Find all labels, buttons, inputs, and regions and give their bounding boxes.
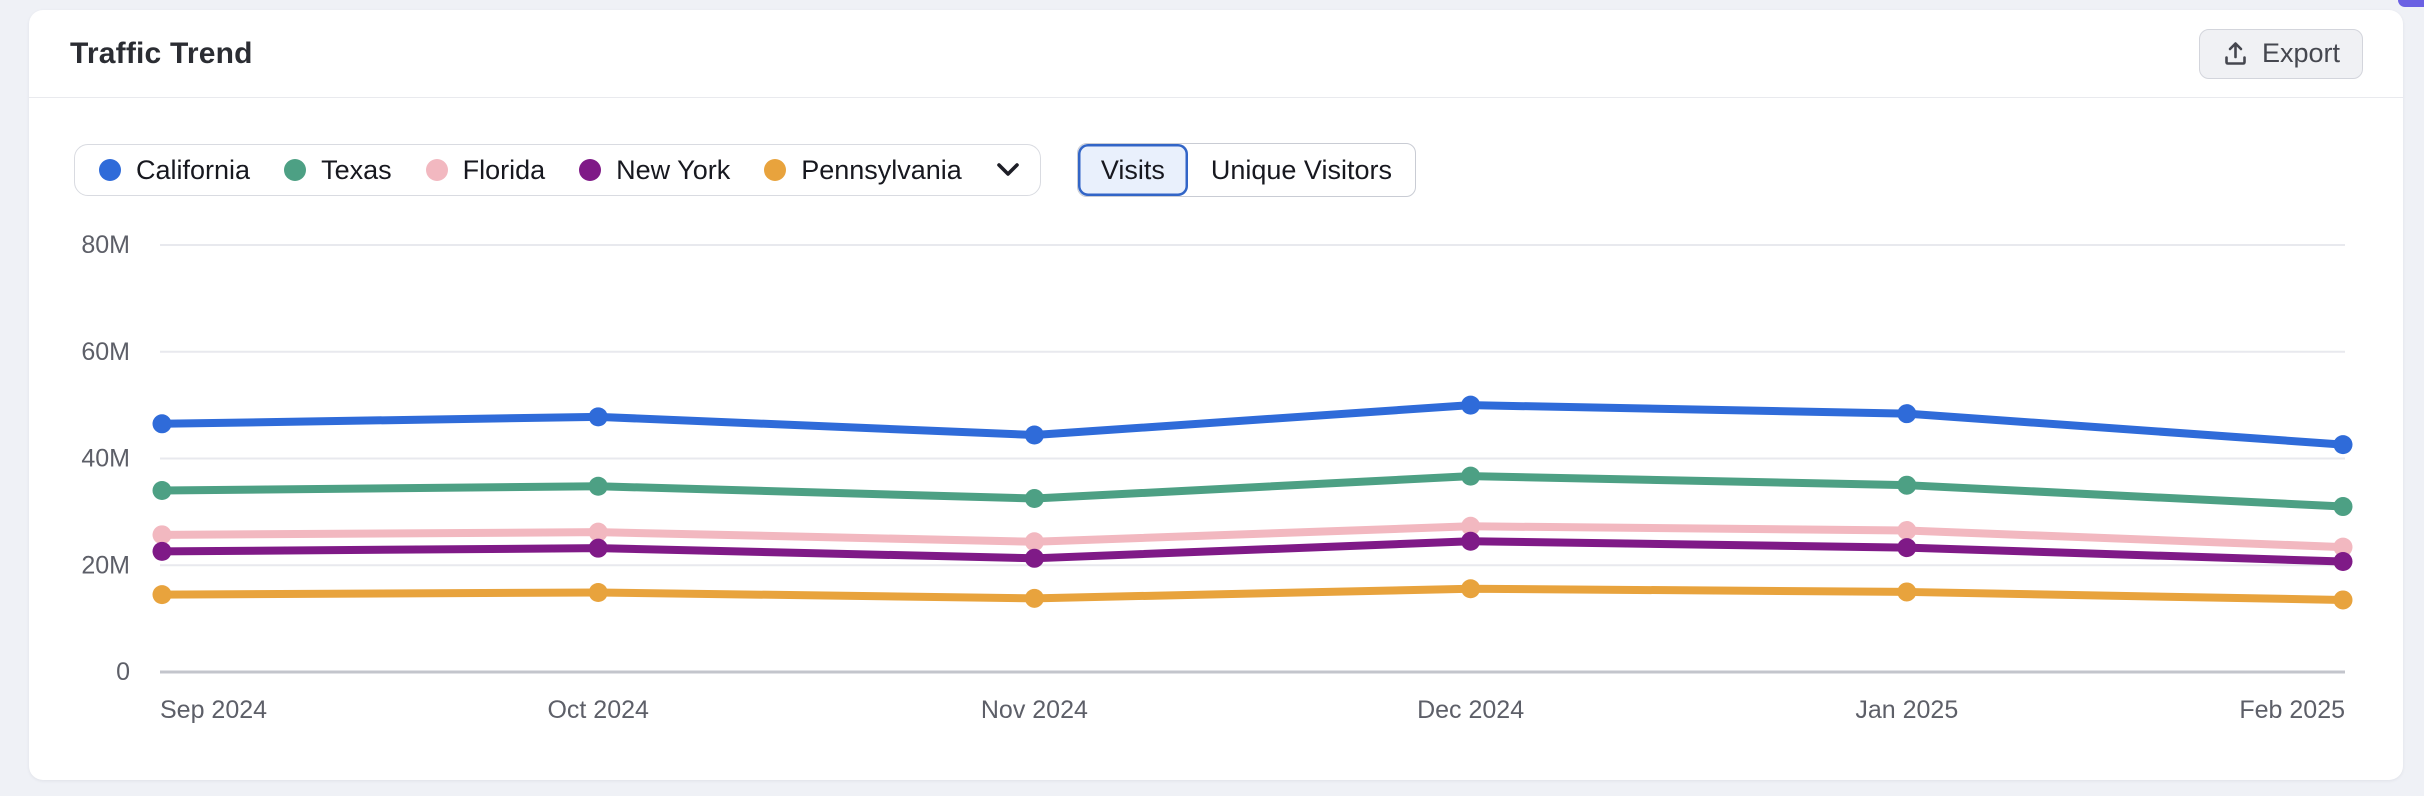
legend-item-pennsylvania[interactable]: Pennsylvania xyxy=(764,155,962,186)
y-tick-label: 80M xyxy=(81,231,130,259)
x-tick-label: Oct 2024 xyxy=(547,696,649,724)
point-texas-feb-2025[interactable] xyxy=(2333,497,2353,517)
series-color-dot xyxy=(99,159,121,181)
legend-item-label: Texas xyxy=(321,154,392,185)
legend-item-label: New York xyxy=(616,154,731,185)
point-new-york-sep-2024[interactable] xyxy=(152,541,172,561)
point-florida-nov-2024[interactable] xyxy=(1024,532,1044,552)
legend-item-texas[interactable]: Texas xyxy=(284,155,392,186)
point-texas-oct-2024[interactable] xyxy=(588,476,608,496)
page-title: Traffic Trend xyxy=(70,36,253,70)
upload-icon xyxy=(2222,40,2249,67)
point-florida-dec-2024[interactable] xyxy=(1461,516,1481,536)
point-new-york-nov-2024[interactable] xyxy=(1024,548,1044,568)
series-texas xyxy=(152,466,2353,517)
point-new-york-oct-2024[interactable] xyxy=(588,538,608,558)
toggle-visits[interactable]: Visits xyxy=(1077,144,1188,196)
series-line-pennsylvania xyxy=(158,584,2347,604)
point-florida-jan-2025[interactable] xyxy=(1897,521,1917,541)
legend-item-label: Pennsylvania xyxy=(801,154,962,185)
series-line-florida xyxy=(158,522,2347,552)
point-pennsylvania-nov-2024[interactable] xyxy=(1024,588,1044,608)
x-tick-label: Feb 2025 xyxy=(2239,696,2345,724)
y-tick-label: 20M xyxy=(81,551,130,579)
point-pennsylvania-feb-2025[interactable] xyxy=(2333,590,2353,610)
legend-item-label: California xyxy=(136,154,251,185)
point-texas-jan-2025[interactable] xyxy=(1897,475,1917,495)
toggle-unique-visitors[interactable]: Unique Visitors xyxy=(1210,154,1392,185)
point-new-york-feb-2025[interactable] xyxy=(2333,552,2353,572)
metric-toggle: Visits Unique Visitors xyxy=(1076,143,1416,197)
series-pennsylvania xyxy=(152,579,2353,610)
point-pennsylvania-jan-2025[interactable] xyxy=(1897,582,1917,602)
traffic-trend-chart[interactable]: 80M 60M 40M 20M 0 Sep 2024 Oct 2024 Nov 2024 Dec… xyxy=(29,210,2403,770)
series-line-new-york xyxy=(158,537,2347,566)
point-florida-sep-2024[interactable] xyxy=(152,525,172,545)
y-tick-label: 40M xyxy=(81,445,130,473)
chart-area: 80M 60M 40M 20M 0 Sep 2024 Oct 2024 Nov 2024 Dec… xyxy=(29,210,2403,770)
series-new-york xyxy=(152,531,2353,572)
series-color-dot xyxy=(579,159,602,181)
point-california-sep-2024[interactable] xyxy=(152,414,172,434)
point-texas-sep-2024[interactable] xyxy=(152,481,172,501)
y-tick-label: 60M xyxy=(81,338,130,366)
point-texas-dec-2024[interactable] xyxy=(1461,466,1481,486)
chevron-down-icon[interactable] xyxy=(996,162,1020,178)
point-california-jan-2025[interactable] xyxy=(1897,404,1917,424)
legend-item-california[interactable]: California xyxy=(99,155,250,186)
series-california xyxy=(152,395,2353,455)
card-header: Traffic Trend Export xyxy=(29,10,2403,98)
point-california-dec-2024[interactable] xyxy=(1461,395,1481,415)
series-florida xyxy=(152,516,2353,557)
series-line-california xyxy=(158,401,2347,449)
series-color-dot xyxy=(284,159,307,181)
traffic-trend-card: Traffic Trend Export California Texas Flor… xyxy=(29,10,2403,780)
point-pennsylvania-sep-2024[interactable] xyxy=(152,585,172,605)
point-california-nov-2024[interactable] xyxy=(1024,425,1044,445)
point-florida-oct-2024[interactable] xyxy=(588,522,608,542)
point-california-feb-2025[interactable] xyxy=(2333,435,2353,455)
x-tick-label: Jan 2025 xyxy=(1855,696,1958,724)
legend-item-label: Florida xyxy=(462,154,546,185)
series-color-dot xyxy=(425,159,448,181)
series-legend: California Texas Florida New York Pennsylvan… xyxy=(74,144,1041,196)
point-pennsylvania-oct-2024[interactable] xyxy=(588,582,608,602)
x-tick-label: Nov 2024 xyxy=(981,696,1088,724)
x-tick-label: Dec 2024 xyxy=(1417,696,1524,724)
series-color-dot xyxy=(764,159,787,181)
point-california-oct-2024[interactable] xyxy=(588,407,608,427)
export-button[interactable]: Export xyxy=(2198,28,2363,79)
chart-controls: California Texas Florida New York Pennsylvan… xyxy=(74,143,1416,197)
point-new-york-jan-2025[interactable] xyxy=(1897,538,1917,558)
legend-item-new-york[interactable]: New York xyxy=(579,155,730,186)
point-florida-feb-2025[interactable] xyxy=(2333,537,2353,557)
y-tick-label: 0 xyxy=(116,658,130,686)
point-texas-nov-2024[interactable] xyxy=(1024,489,1044,509)
series-line-texas xyxy=(158,472,2347,511)
corner-widget-fragment xyxy=(2398,0,2424,7)
export-button-label: Export xyxy=(2261,38,2340,68)
point-new-york-dec-2024[interactable] xyxy=(1461,531,1481,551)
x-tick-label: Sep 2024 xyxy=(160,696,267,724)
point-pennsylvania-dec-2024[interactable] xyxy=(1461,579,1481,599)
legend-item-florida[interactable]: Florida xyxy=(425,154,546,186)
